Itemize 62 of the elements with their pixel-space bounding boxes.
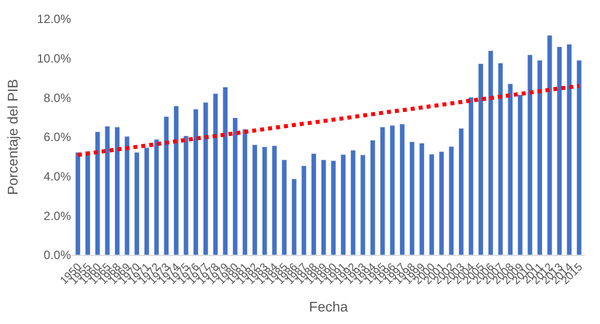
bar — [252, 144, 258, 255]
bar — [360, 154, 366, 255]
bar — [291, 178, 297, 255]
bar — [428, 154, 434, 255]
bar — [282, 160, 287, 255]
bar — [124, 136, 130, 255]
bar — [576, 60, 582, 255]
bar — [173, 106, 179, 255]
y-tick-label: 12.0% — [36, 12, 72, 26]
bar — [262, 146, 268, 255]
bar — [202, 102, 208, 255]
bar — [419, 142, 425, 255]
bar — [75, 152, 81, 255]
bar — [272, 145, 278, 255]
bar — [546, 35, 552, 255]
bar — [104, 126, 110, 255]
bar — [311, 153, 316, 255]
y-axis-title: Porcentaje del PIB — [4, 79, 21, 195]
bar — [320, 160, 326, 255]
y-tick-label: 0.0% — [44, 248, 72, 262]
bar — [94, 131, 100, 255]
y-tick-label: 4.0% — [44, 170, 72, 184]
bar — [164, 116, 170, 255]
bar — [301, 165, 307, 255]
y-tick-label: 10.0% — [36, 52, 72, 66]
y-tick-label: 6.0% — [44, 130, 72, 144]
bar — [154, 139, 160, 255]
bar — [134, 152, 140, 255]
bar — [85, 150, 90, 255]
bar — [330, 160, 336, 255]
bar — [400, 124, 405, 255]
bar — [242, 128, 248, 255]
bar — [114, 126, 120, 255]
bar — [556, 46, 562, 255]
bar — [508, 83, 514, 255]
bar — [212, 93, 218, 255]
bar — [527, 54, 533, 255]
bar — [380, 126, 386, 255]
line-series — [76, 84, 582, 157]
bar — [370, 140, 376, 255]
bar — [517, 94, 523, 255]
bar — [438, 151, 444, 255]
bar — [340, 154, 346, 255]
bar — [350, 150, 356, 255]
x-axis-title: Fecha — [309, 298, 348, 314]
bar — [222, 86, 228, 255]
bar — [488, 50, 494, 255]
bar — [468, 97, 474, 255]
bar — [409, 141, 415, 255]
bar — [458, 128, 464, 255]
bar — [537, 60, 542, 255]
bar — [478, 63, 484, 255]
bar — [498, 62, 504, 255]
bar — [144, 147, 150, 255]
y-tick-label: 2.0% — [44, 208, 72, 223]
bar — [232, 117, 238, 255]
bar — [183, 136, 189, 255]
bar — [448, 146, 454, 255]
bar — [193, 108, 199, 255]
y-tick-label: 8.0% — [44, 90, 72, 105]
bar — [566, 44, 572, 255]
bar — [390, 125, 396, 255]
